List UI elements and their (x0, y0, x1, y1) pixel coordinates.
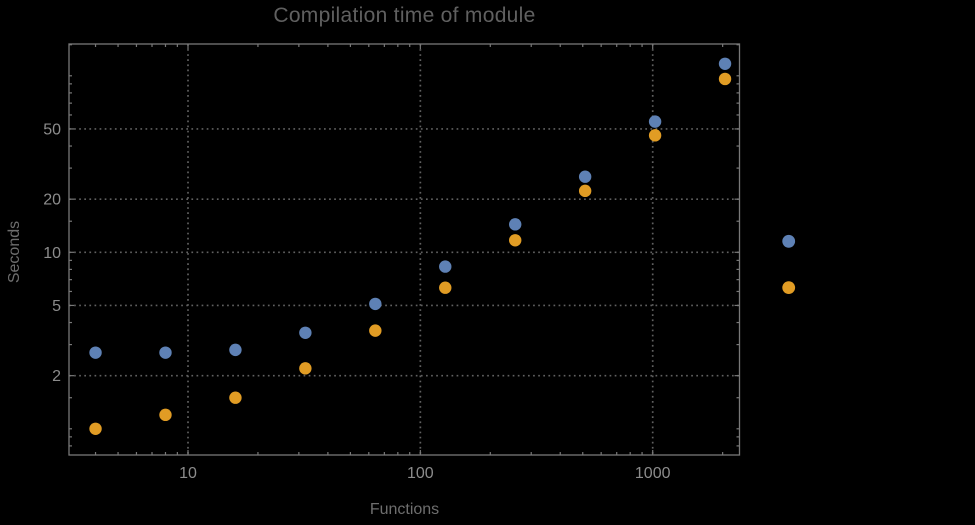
y-tick-label: 2 (52, 368, 61, 385)
chart-title: Compilation time of module (273, 4, 536, 27)
data-point-series-1 (369, 297, 382, 311)
data-point-series-2 (299, 362, 312, 375)
data-point-series-2 (578, 184, 592, 198)
data-point-series-1 (578, 170, 592, 183)
x-axis-label: Functions (369, 501, 440, 518)
data-point-series-1 (89, 346, 102, 359)
data-point-series-2 (509, 234, 522, 247)
legend-marker-series-1 (782, 234, 796, 248)
y-tick-label: 5 (52, 298, 61, 315)
data-point-series-2 (89, 422, 102, 435)
data-point-series-2 (718, 72, 732, 86)
legend-marker-series-2 (782, 281, 796, 294)
y-tick-label: 20 (43, 192, 61, 209)
data-point-series-1 (299, 326, 312, 339)
plot-frame (68, 43, 741, 456)
y-axis-label: Seconds (6, 220, 23, 284)
data-point-series-1 (509, 218, 522, 231)
x-tick-label: 100 (407, 465, 434, 482)
data-point-series-1 (439, 260, 452, 273)
data-point-series-2 (369, 324, 382, 337)
data-point-series-1 (159, 346, 172, 359)
data-point-series-2 (439, 281, 452, 294)
y-tick-label: 50 (43, 121, 61, 138)
data-point-series-1 (229, 343, 242, 357)
data-point-series-2 (648, 129, 662, 142)
x-tick-label: 10 (179, 465, 197, 482)
y-tick-label: 10 (43, 245, 61, 262)
data-point-series-2 (229, 391, 242, 404)
data-point-series-2 (159, 408, 172, 422)
x-tick-label: 1000 (635, 465, 671, 482)
data-point-series-1 (648, 115, 662, 128)
data-point-series-1 (718, 57, 732, 70)
